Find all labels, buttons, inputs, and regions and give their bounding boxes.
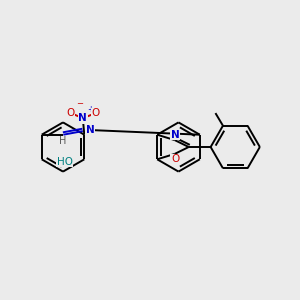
Text: N: N	[171, 130, 179, 140]
Text: N: N	[86, 125, 94, 135]
Text: O: O	[92, 108, 100, 118]
Text: O: O	[171, 154, 179, 164]
Text: N: N	[78, 113, 87, 123]
Text: −: −	[76, 99, 83, 108]
Text: H: H	[59, 136, 66, 146]
Text: HO: HO	[57, 157, 73, 167]
Text: O: O	[67, 108, 75, 118]
Text: +: +	[87, 105, 93, 114]
